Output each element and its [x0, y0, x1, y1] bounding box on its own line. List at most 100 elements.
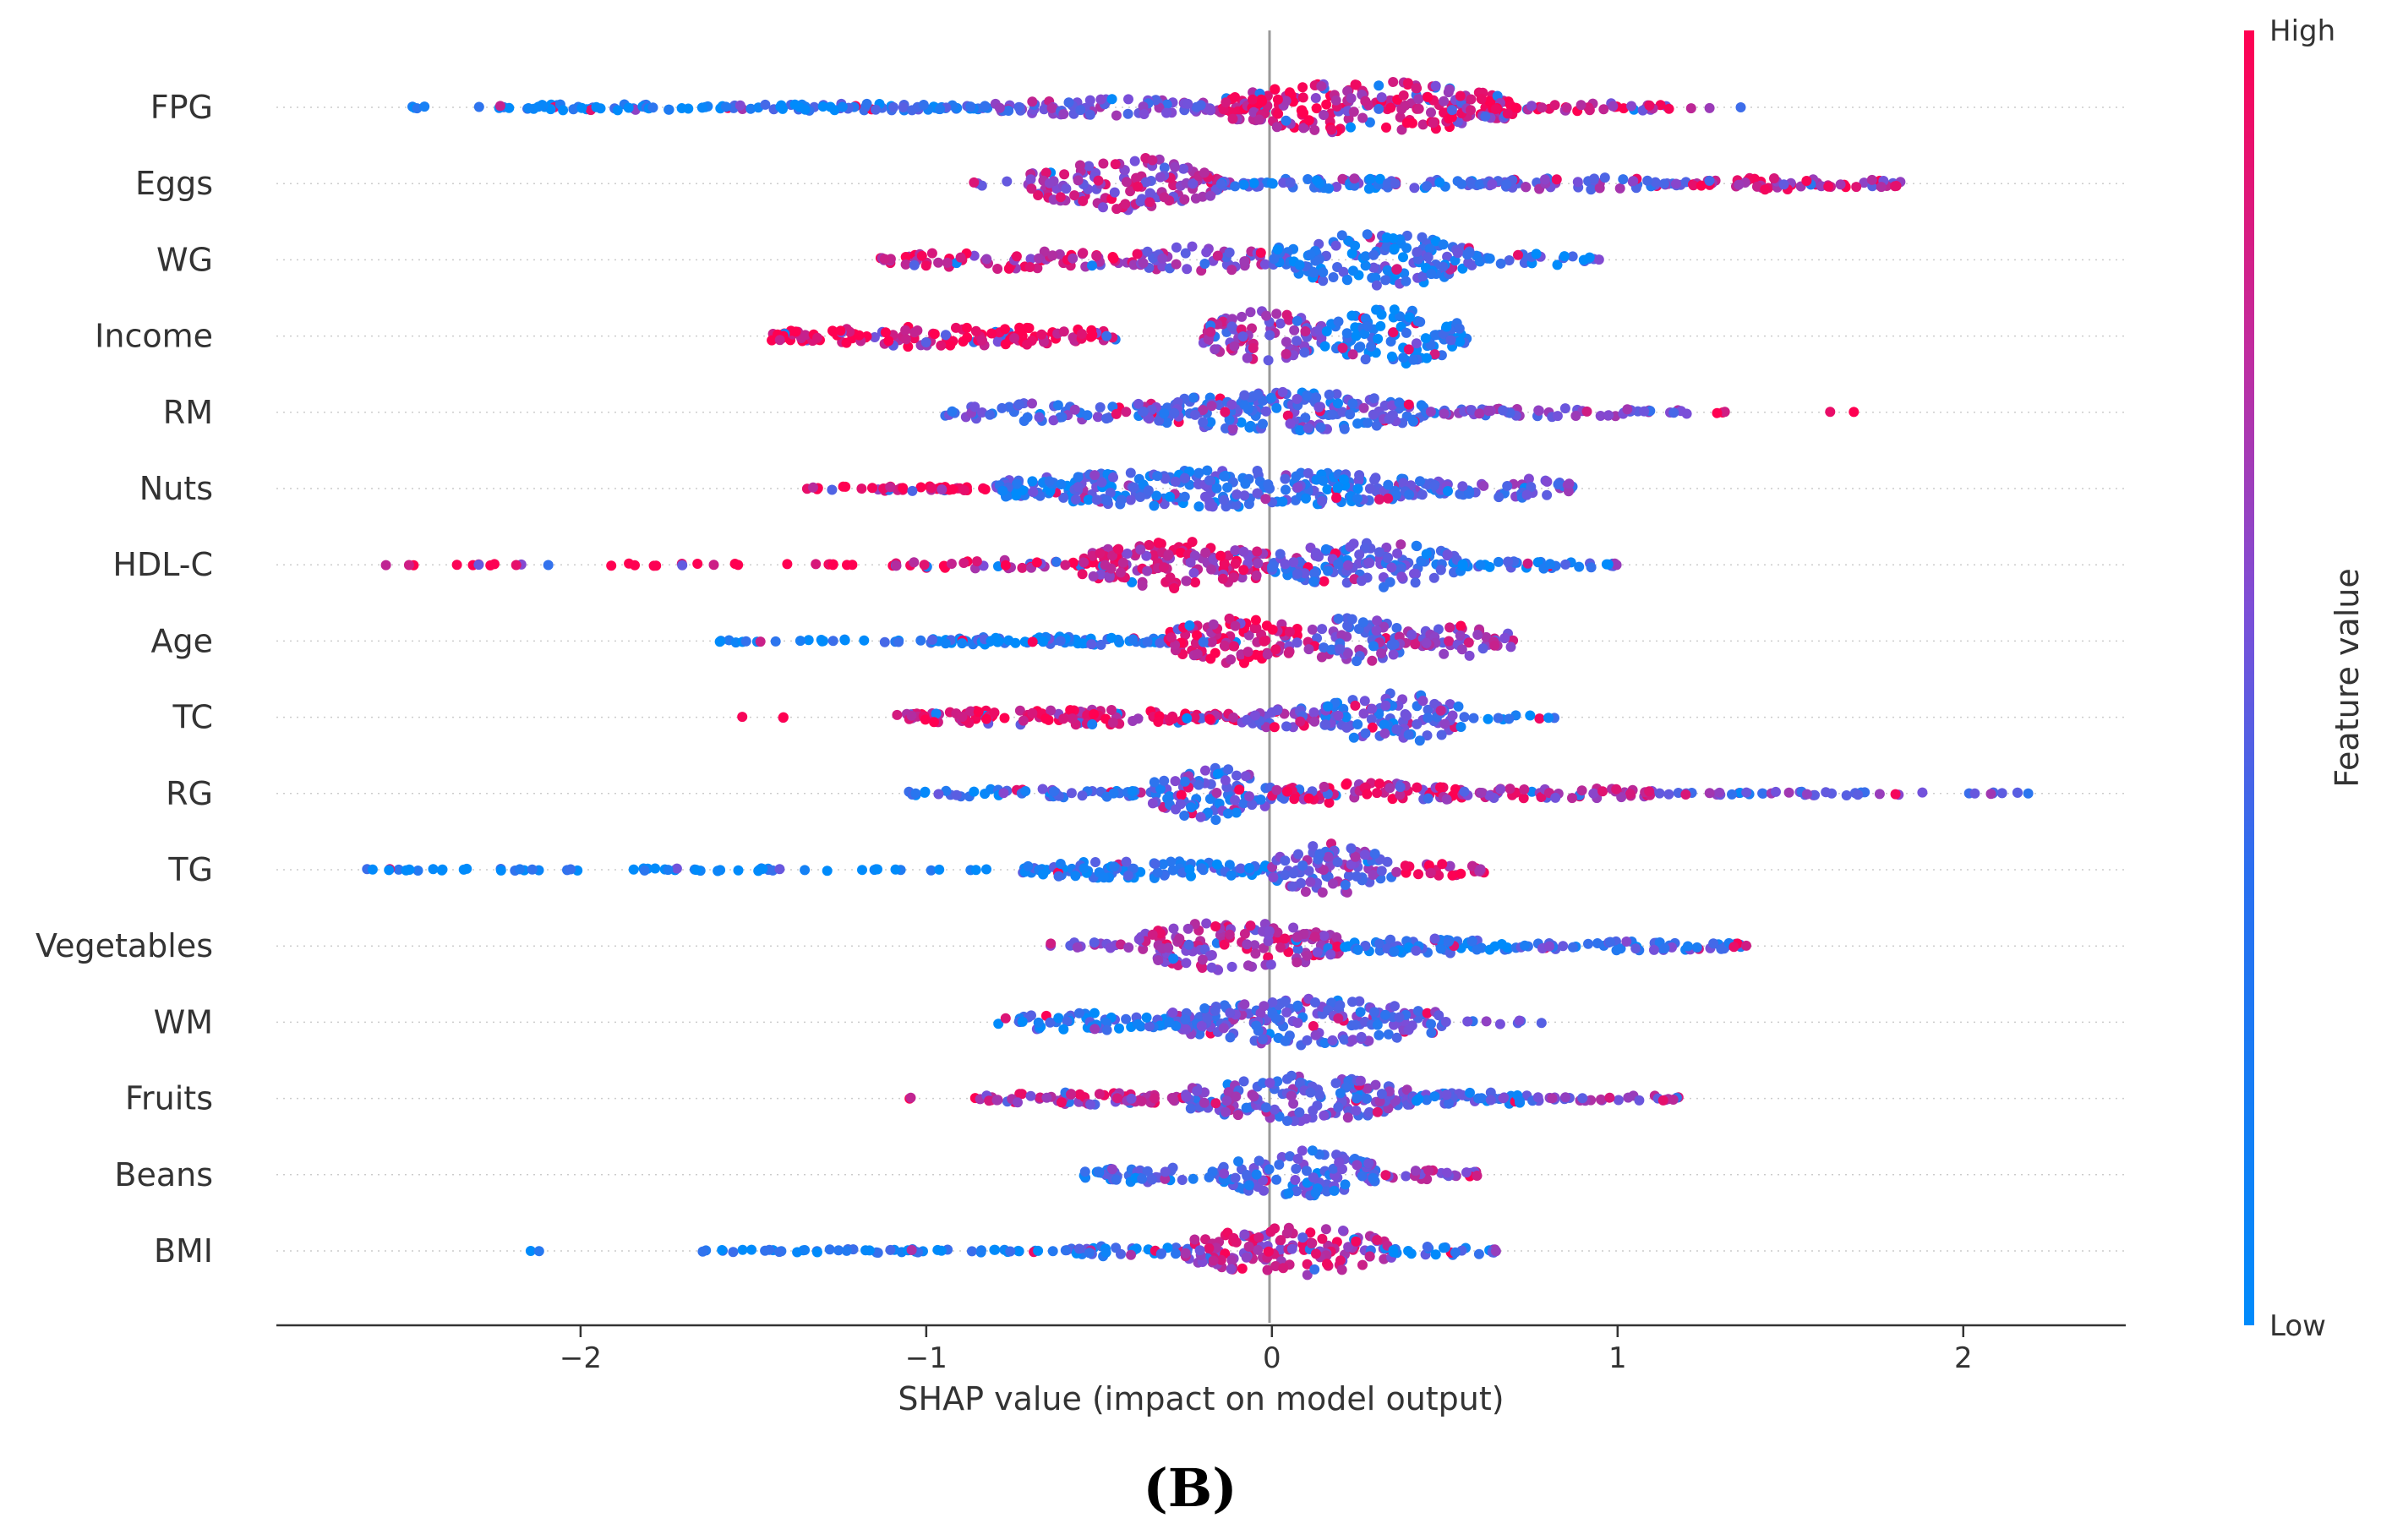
- shap-dot: [1018, 715, 1029, 726]
- shap-dot: [1466, 178, 1477, 189]
- shap-dot: [1352, 944, 1363, 955]
- shap-dot: [1309, 124, 1320, 135]
- shap-dot: [1475, 560, 1486, 571]
- feature-row-dots: [875, 229, 1604, 291]
- shap-dot: [1391, 866, 1402, 877]
- shap-dot: [1260, 1102, 1271, 1113]
- shap-dot: [1592, 938, 1603, 948]
- shap-dot: [1298, 123, 1309, 134]
- shap-dot: [1199, 1097, 1210, 1108]
- shap-dot: [906, 1245, 917, 1255]
- shap-dot: [1455, 620, 1466, 631]
- shap-dot: [1485, 1095, 1496, 1106]
- shap-dot: [1095, 401, 1106, 412]
- shap-dot: [1160, 473, 1171, 484]
- shap-dot: [1089, 1024, 1100, 1035]
- shap-dot: [1181, 958, 1192, 969]
- shap-dot: [934, 864, 945, 875]
- shap-dot: [1423, 860, 1434, 871]
- shap-dot: [1141, 1012, 1152, 1023]
- shap-dot: [1874, 789, 1885, 800]
- shap-dot: [1308, 1106, 1319, 1116]
- shap-dot: [1309, 931, 1320, 942]
- shap-dot: [1502, 481, 1513, 491]
- shap-dot: [1322, 484, 1333, 494]
- shap-dot: [940, 638, 951, 649]
- shap-dot: [1424, 243, 1435, 254]
- shap-dot: [1328, 878, 1338, 889]
- shap-dot: [1281, 1007, 1292, 1018]
- shap-dot: [958, 485, 969, 495]
- shap-dot: [1373, 1029, 1384, 1040]
- shap-dot: [1395, 782, 1406, 793]
- shap-dot: [920, 260, 931, 271]
- shap-dot: [1374, 778, 1385, 789]
- shap-dot: [650, 863, 661, 874]
- shap-dot: [1319, 642, 1330, 653]
- shap-dot: [1342, 1112, 1353, 1123]
- shap-dot: [1250, 948, 1261, 959]
- shap-dot: [1346, 248, 1357, 259]
- shap-dot: [944, 484, 955, 495]
- shap-dot: [900, 252, 911, 262]
- shap-dot: [639, 865, 650, 876]
- shap-dot: [1362, 1083, 1373, 1094]
- shap-dot: [1242, 960, 1253, 971]
- shap-dot: [901, 334, 911, 345]
- shap-dot: [1499, 633, 1510, 644]
- feature-row-dots: [969, 153, 1906, 216]
- shap-dot: [1277, 496, 1288, 507]
- shap-dot: [1255, 795, 1266, 805]
- shap-dot: [1259, 1185, 1270, 1196]
- shap-dot: [1258, 1034, 1268, 1045]
- shap-dot: [1260, 494, 1271, 505]
- shap-dot: [1443, 486, 1453, 496]
- shap-dot: [1371, 420, 1382, 431]
- shap-dot: [1423, 91, 1434, 102]
- shap-dot: [1253, 1244, 1264, 1255]
- shap-dot: [1264, 1078, 1275, 1089]
- shap-dot: [997, 402, 1008, 413]
- shap-dot: [1329, 1185, 1340, 1196]
- shap-dot: [1558, 941, 1569, 952]
- shap-dot: [1716, 943, 1727, 954]
- shap-dot: [1454, 323, 1465, 334]
- shap-dot: [989, 1244, 1000, 1255]
- shap-dot: [1375, 320, 1386, 331]
- shap-dot: [1423, 713, 1434, 724]
- shap-dot: [1111, 204, 1122, 215]
- shap-dot: [1292, 482, 1303, 493]
- shap-dot: [1327, 409, 1338, 420]
- shap-dot: [1204, 794, 1215, 805]
- shap-dot: [525, 1246, 536, 1256]
- shap-dot: [1140, 177, 1151, 188]
- shap-dot: [1352, 483, 1363, 494]
- shap-dot: [1144, 1021, 1155, 1032]
- shap-dot: [1297, 82, 1308, 93]
- shap-dot: [1544, 559, 1555, 570]
- shap-dot: [1159, 499, 1170, 510]
- shap-dot: [1026, 1010, 1036, 1021]
- shap-dot: [1360, 313, 1371, 324]
- shap-dot: [1230, 558, 1241, 569]
- shap-dot: [869, 332, 880, 342]
- shap-dot: [1384, 1086, 1395, 1097]
- shap-dot: [1891, 181, 1902, 191]
- shap-dot: [1389, 304, 1400, 315]
- shap-dot: [1056, 1097, 1067, 1108]
- shap-dot: [1333, 1102, 1344, 1112]
- shap-dot: [1342, 560, 1353, 571]
- shap-dot: [1272, 244, 1283, 255]
- shap-dot: [1383, 479, 1394, 490]
- shap-dot: [1597, 786, 1608, 797]
- shap-dot: [1046, 705, 1057, 716]
- shap-dot: [1271, 1174, 1282, 1185]
- shap-dot: [1039, 246, 1050, 257]
- shap-dot: [1505, 784, 1515, 795]
- shap-dot: [1199, 259, 1210, 269]
- shap-dot: [1262, 649, 1273, 660]
- shap-dot: [1439, 718, 1450, 729]
- shap-dot: [1308, 707, 1319, 718]
- shap-dot: [1155, 1248, 1166, 1259]
- shap-dot: [1543, 713, 1554, 724]
